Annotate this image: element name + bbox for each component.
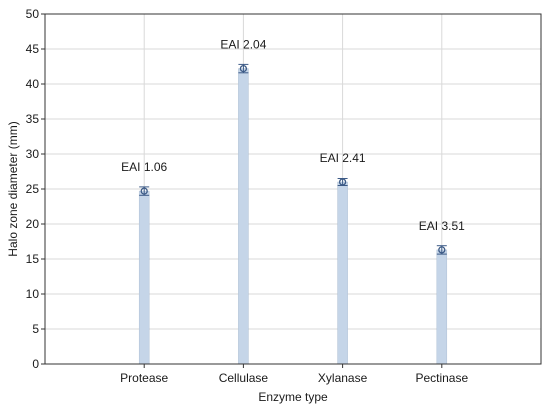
y-tick-label: 15: [26, 252, 40, 266]
y-tick-label: 45: [26, 42, 40, 56]
y-tick-label: 20: [26, 217, 40, 231]
y-axis-label: Halo zone diameter (mm): [6, 121, 20, 256]
x-axis-label: Enzyme type: [258, 390, 328, 404]
bar: [436, 249, 448, 365]
x-axis-ticks: Protease Cellulase Xylanase Pectinase: [120, 364, 468, 385]
bar: [238, 68, 249, 365]
mean-marker: [239, 64, 248, 73]
y-tick-label: 40: [26, 77, 40, 91]
eai-annotation: EAI 2.41: [320, 151, 366, 165]
annotations: EAI 1.06 EAI 2.04 EAI 2.41 EAI 3.51: [121, 38, 465, 233]
eai-annotation: EAI 3.51: [419, 219, 465, 233]
y-tick-label: 30: [26, 147, 40, 161]
y-tick-label: 25: [26, 182, 40, 196]
eai-annotation: EAI 2.04: [220, 38, 266, 52]
x-tick-label: Xylanase: [318, 371, 368, 385]
bar: [337, 181, 348, 365]
y-tick-label: 35: [26, 112, 40, 126]
bar: [138, 190, 150, 365]
mean-marker: [140, 187, 148, 195]
y-axis-ticks: 0 5 10 15 20 25 30 35 40 45 50: [26, 7, 45, 371]
mean-marker: [438, 246, 446, 254]
mean-marker: [338, 178, 347, 186]
y-tick-label: 50: [26, 7, 40, 21]
y-tick-label: 0: [32, 357, 39, 371]
y-tick-label: 5: [32, 322, 39, 336]
x-tick-label: Pectinase: [415, 371, 468, 385]
x-tick-label: Protease: [120, 371, 168, 385]
error-bars: [139, 63, 447, 255]
eai-annotation: EAI 1.06: [121, 160, 167, 174]
x-tick-label: Cellulase: [219, 371, 269, 385]
y-tick-label: 10: [26, 287, 40, 301]
